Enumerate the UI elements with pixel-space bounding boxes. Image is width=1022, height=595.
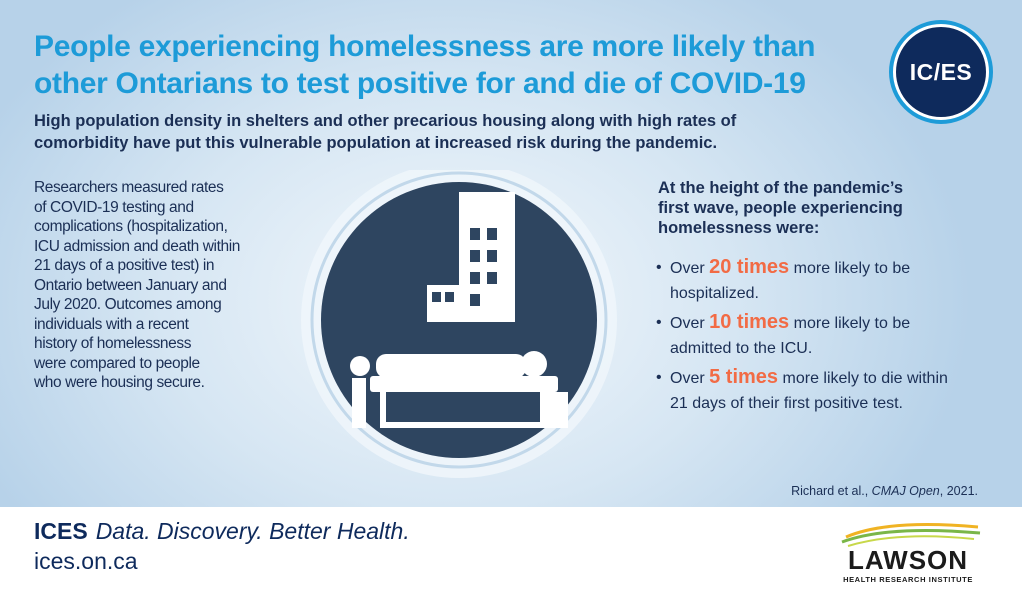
- footer-url: ices.on.ca: [34, 548, 138, 574]
- findings-heading-line: homelessness were:: [658, 219, 820, 237]
- person-sleeping-on-cot-under-moon-and-building-icon: [301, 170, 617, 478]
- citation: Richard et al., CMAJ Open, 2021.: [738, 484, 978, 498]
- lawson-name: LAWSON: [847, 545, 969, 575]
- citation-journal: CMAJ Open: [871, 484, 940, 498]
- finding-text: more likely to be: [789, 315, 911, 332]
- finding-multiplier: 20 times: [709, 256, 790, 278]
- finding-text-line2: admitted to the ICU.: [670, 340, 813, 357]
- headline: People experiencing homelessness are mor…: [34, 28, 884, 102]
- citation-authors: Richard et al.,: [791, 484, 872, 498]
- desc-line: complications (hospitalization,: [34, 218, 228, 235]
- subhead-line-1: High population density in shelters and …: [34, 112, 737, 130]
- ices-logo-text: IC/ES: [909, 58, 973, 85]
- findings-heading: At the height of the pandemic’s first wa…: [658, 178, 988, 238]
- study-description: Researchers measured rates of COVID-19 t…: [34, 178, 284, 393]
- footer-tagline: ICES Data. Discovery. Better Health.: [34, 518, 410, 545]
- desc-line: of COVID-19 testing and: [34, 198, 194, 216]
- findings-heading-line: At the height of the pandemic’s: [658, 179, 904, 197]
- desc-line: individuals with a recent: [34, 315, 189, 333]
- desc-line: were compared to people: [34, 354, 200, 372]
- lawson-subtitle: HEALTH RESEARCH INSTITUTE: [843, 575, 973, 584]
- desc-line: July 2020. Outcomes among: [34, 296, 222, 313]
- finding-multiplier: 5 times: [709, 366, 779, 388]
- finding-multiplier: 10 times: [709, 311, 790, 333]
- desc-line: history of homelessness: [34, 335, 192, 352]
- finding-prefix: Over: [670, 315, 710, 332]
- headline-line-1: People experiencing homelessness are mor…: [34, 30, 816, 63]
- citation-year: , 2021.: [939, 484, 978, 498]
- finding-prefix: Over: [670, 260, 710, 277]
- finding-death: Over 5 times more likely to die within 2…: [656, 365, 996, 416]
- finding-hospitalized: Over 20 times more likely to be hospital…: [656, 255, 996, 306]
- subhead-line-2: comorbidity have put this vulnerable pop…: [34, 134, 718, 152]
- footer-slogan: Data. Discovery. Better Health.: [95, 518, 410, 544]
- finding-prefix: Over: [670, 370, 710, 387]
- desc-line: who were housing secure.: [34, 374, 205, 391]
- lawson-swoosh-icon: [841, 523, 981, 547]
- infographic-panel: People experiencing homelessness are mor…: [0, 0, 1022, 507]
- headline-line-2: other Ontarians to test positive for and…: [34, 67, 806, 100]
- desc-line: 21 days of a positive test) in: [34, 257, 215, 274]
- desc-line: ICU admission and death within: [34, 237, 240, 255]
- lawson-logo: LAWSON HEALTH RESEARCH INSTITUTE: [828, 517, 988, 587]
- findings-list: Over 20 times more likely to be hospital…: [656, 255, 996, 420]
- ices-logo: IC/ES: [893, 24, 989, 120]
- finding-icu: Over 10 times more likely to be admitted…: [656, 310, 996, 361]
- finding-text: more likely to be: [789, 260, 911, 277]
- findings-heading-line: first wave, people experiencing: [658, 199, 903, 217]
- finding-text-line2: hospitalized.: [670, 285, 759, 302]
- finding-text-line2: 21 days of their first positive test.: [670, 395, 903, 412]
- subheadline: High population density in shelters and …: [34, 110, 894, 154]
- desc-line: Ontario between January and: [34, 276, 227, 294]
- footer-brand: ICES: [34, 518, 88, 544]
- finding-text: more likely to die within: [778, 370, 948, 387]
- desc-line: Researchers measured rates: [34, 179, 224, 196]
